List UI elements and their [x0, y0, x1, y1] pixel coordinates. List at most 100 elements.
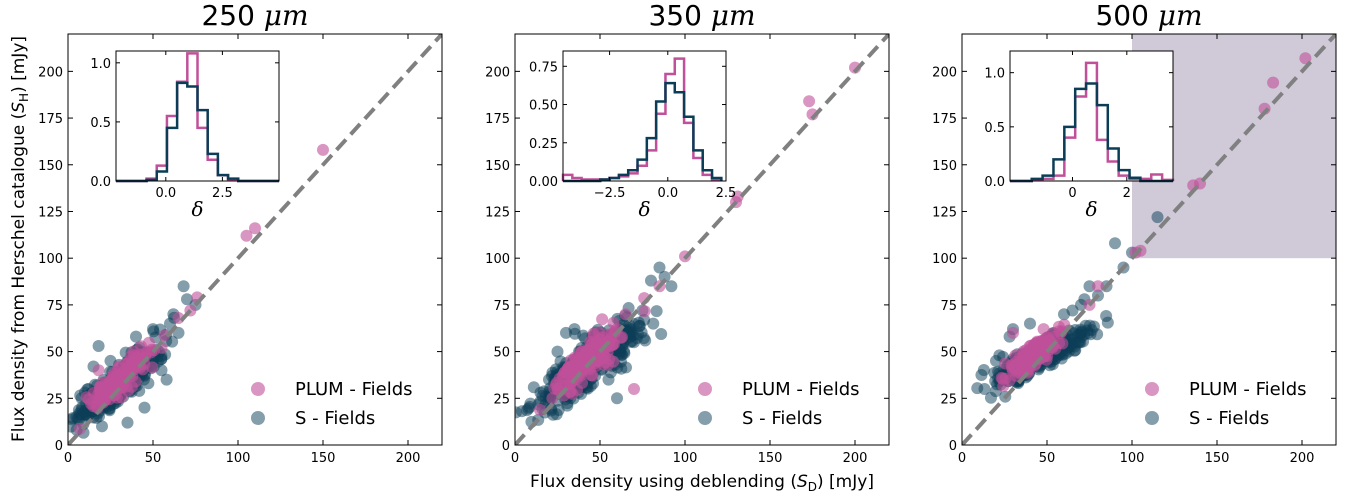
- data-point: [1299, 52, 1312, 65]
- inset-frame: [1009, 50, 1174, 182]
- data-point: [92, 364, 105, 377]
- y-tick-label: 150: [38, 159, 63, 174]
- data-point: [650, 305, 663, 318]
- legend: PLUM - Fields S - Fields: [698, 379, 860, 429]
- axes-frame: [67, 33, 443, 446]
- inset-x-tick-label: 0.0: [155, 186, 176, 201]
- data-point: [568, 323, 581, 336]
- chart-title-number: 350: [648, 0, 710, 32]
- data-point: [602, 373, 615, 386]
- data-point: [147, 323, 159, 336]
- y-tick-label: 50: [46, 346, 63, 361]
- data-point: [91, 393, 104, 406]
- legend-item-plum-fields: PLUM - Fields: [1145, 379, 1307, 400]
- data-point: [638, 305, 651, 318]
- data-point: [70, 410, 83, 423]
- one-to-one-line: [962, 34, 1336, 445]
- data-point: [628, 382, 640, 395]
- data-point: [999, 372, 1012, 385]
- y-axis-label-end: ) [mJy]: [9, 36, 29, 93]
- inset-y-tick-label: 0.0: [984, 175, 1005, 190]
- data-point: [515, 406, 522, 419]
- inset-x-tick-label: 0.0: [657, 186, 678, 201]
- data-point: [115, 376, 128, 389]
- x-tick-label: 100: [673, 451, 698, 466]
- x-tick-label: 200: [843, 451, 868, 466]
- x-tick-label: 200: [396, 451, 421, 466]
- data-point: [142, 336, 155, 349]
- legend-item-s-fields: S - Fields: [251, 408, 375, 429]
- data-point: [155, 353, 168, 366]
- data-point: [1083, 280, 1096, 293]
- one-to-one-line: [515, 34, 889, 445]
- y-tick-label: 175: [38, 112, 63, 127]
- data-point: [551, 345, 564, 358]
- legend-item-s-fields: S - Fields: [1145, 408, 1269, 429]
- data-point: [1069, 344, 1082, 357]
- legend-marker: [251, 411, 265, 425]
- data-point: [1031, 336, 1044, 349]
- chart-title: 250 μm: [201, 0, 308, 32]
- data-point: [1024, 317, 1036, 330]
- data-point: [977, 364, 990, 377]
- data-point: [240, 229, 253, 242]
- inset-x-tick-label: 2.5: [212, 186, 233, 201]
- legend-marker: [698, 382, 712, 396]
- x-tick-label: 50: [592, 451, 609, 466]
- inset-y-tick-label: 0.75: [529, 60, 558, 75]
- plot-area: [515, 34, 889, 445]
- y-tick-label: 200: [485, 65, 510, 80]
- y-tick-label: 150: [485, 159, 510, 174]
- data-point: [160, 373, 173, 386]
- inset-y-tick-label: 1.0: [90, 57, 111, 72]
- data-point: [1109, 237, 1121, 250]
- y-tick-label: 125: [38, 205, 63, 220]
- inset-y-tick-label: 0.00: [529, 175, 558, 190]
- y-axis-label-symbol: S: [9, 102, 29, 113]
- data-point: [546, 392, 559, 405]
- x-axis-label-subscript: D: [808, 480, 817, 494]
- data-point: [1267, 76, 1280, 89]
- inset-frame: [562, 50, 727, 182]
- legend: PLUM - Fields S - Fields: [1145, 379, 1307, 429]
- legend-label: PLUM - Fields: [295, 379, 413, 400]
- data-point: [177, 280, 190, 293]
- y-tick-label: 100: [38, 252, 63, 267]
- inset-y-tick-label: 0.5: [90, 116, 111, 131]
- data-point: [1069, 324, 1082, 337]
- inset-step-s-fields: [1010, 82, 1173, 183]
- x-axis-label-symbol: S: [797, 472, 808, 492]
- legend-label: S - Fields: [295, 408, 375, 429]
- data-point: [653, 261, 666, 274]
- inset-frame: [115, 50, 280, 182]
- inset-x-tick-label: −2.5: [594, 186, 626, 201]
- data-point: [523, 400, 536, 413]
- data-point: [1037, 323, 1050, 336]
- legend-label: S - Fields: [742, 408, 822, 429]
- data-point: [603, 353, 616, 366]
- data-point: [596, 313, 609, 326]
- y-tick-label: 75: [940, 299, 957, 314]
- chart-title-number: 250: [201, 0, 263, 32]
- data-point: [581, 343, 594, 356]
- y-tick-label: 0: [502, 439, 510, 454]
- data-point: [638, 313, 651, 326]
- legend-label: PLUM - Fields: [1189, 379, 1307, 400]
- y-axis-label: Flux density from Herschel catalogue (SH…: [9, 36, 31, 442]
- data-point: [92, 339, 105, 352]
- inset-y-tick-label: 0.0: [90, 175, 111, 190]
- data-point: [317, 143, 329, 156]
- inset-y-tick-label: 0.25: [529, 137, 558, 152]
- x-tick-label: 150: [1205, 451, 1230, 466]
- panel-350um: 350 μm 0 50 100 150 200 0 25 50 75 100 125 150 175 200…: [485, 0, 890, 466]
- y-tick-label: 100: [485, 252, 510, 267]
- inset-x-tick-label: 0: [1068, 186, 1076, 201]
- y-tick-label: 25: [493, 392, 510, 407]
- data-point: [1066, 304, 1079, 317]
- inset-histogram: 0 2 0.0 0.5 1.0 δ: [984, 50, 1175, 221]
- y-tick-label: 125: [485, 205, 510, 220]
- panel-500um: 500 μm0 50 100 150 2000255075100125150175200…: [932, 0, 1337, 466]
- legend-marker: [1145, 382, 1159, 396]
- data-point: [1027, 348, 1040, 361]
- inset-x-label: δ: [1085, 197, 1097, 221]
